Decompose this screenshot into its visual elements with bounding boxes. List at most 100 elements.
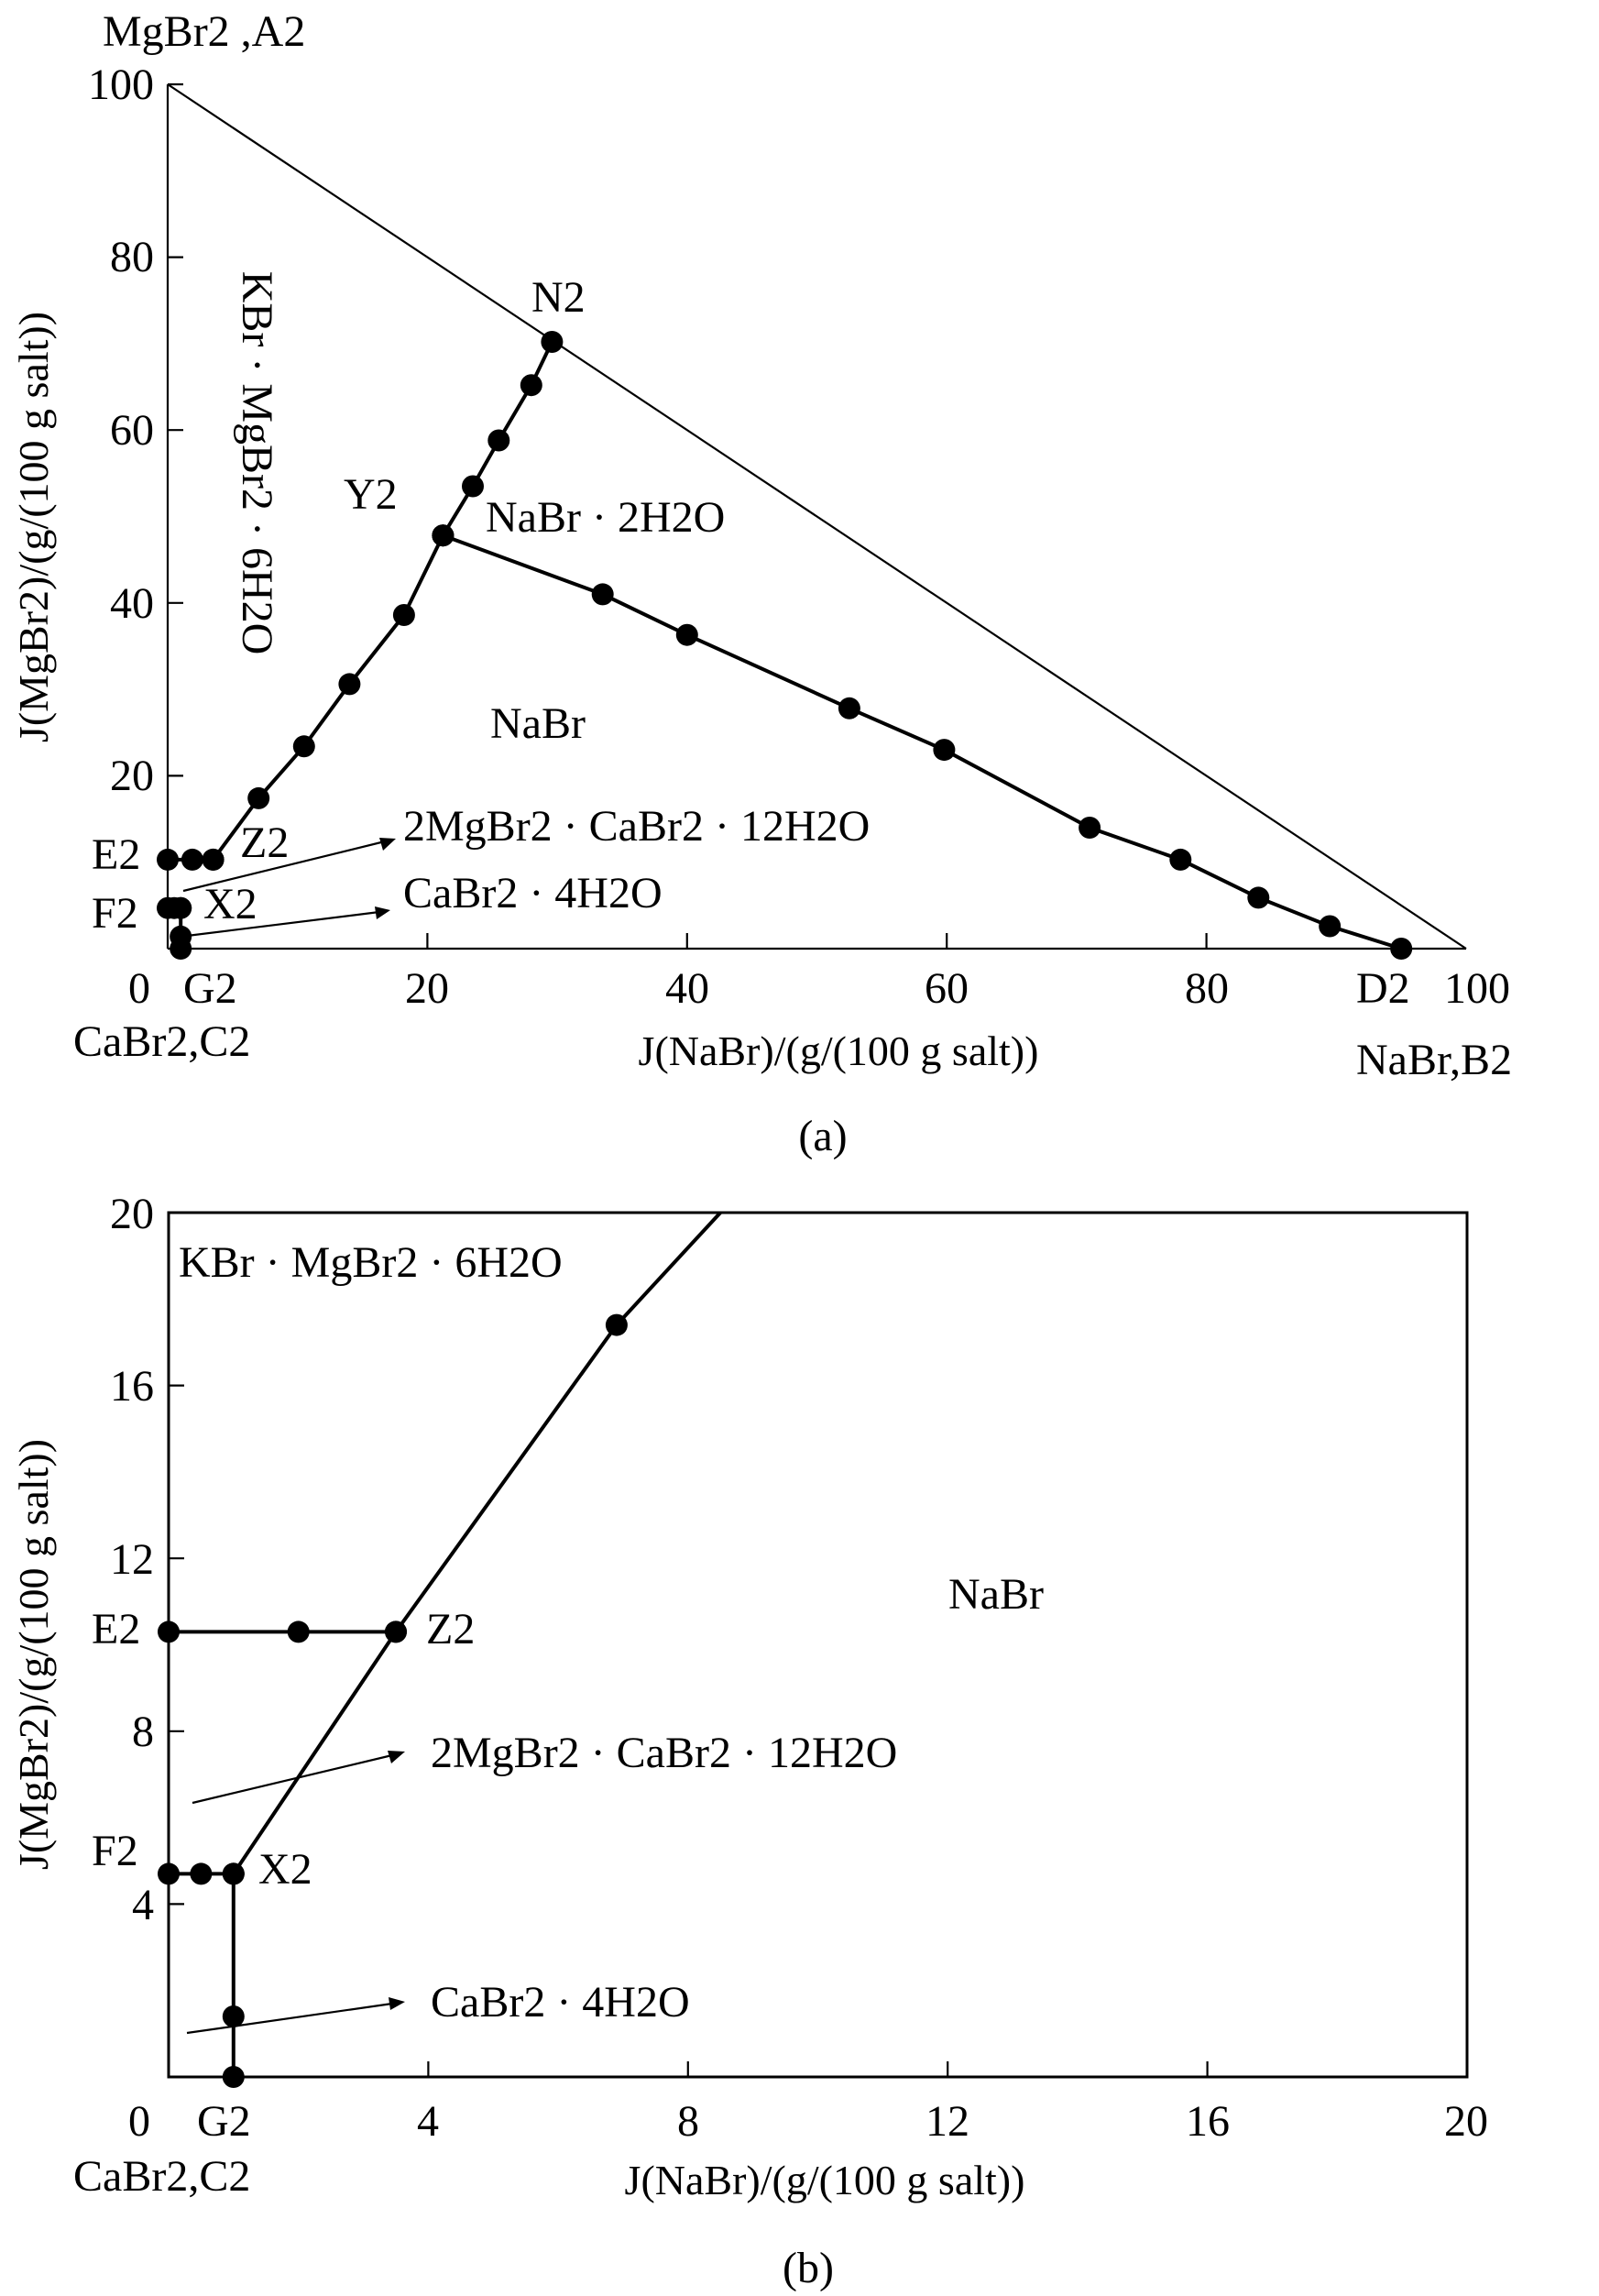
data-point (222, 2005, 245, 2027)
x-tick-label: 12 (925, 2097, 969, 2146)
point-label-g2: G2 (197, 2097, 251, 2146)
x-tick-label: 0 (128, 2097, 150, 2146)
point-label-g2: G2 (183, 964, 237, 1013)
y-tick-label: 16 (110, 1362, 154, 1411)
arrowhead-icon (375, 906, 390, 919)
curves-a (168, 341, 1402, 950)
point-label-e2: E2 (92, 1605, 140, 1653)
phase-boundary-line (211, 534, 445, 862)
data-point (292, 735, 315, 758)
data-point (1390, 938, 1413, 960)
arrow-cabr2 (186, 2002, 393, 2035)
phase-boundary-line (232, 1211, 722, 1875)
point-label-x2: X2 (203, 880, 257, 928)
point-label-f2: F2 (92, 889, 138, 938)
dots-b (158, 1313, 628, 2088)
data-point (432, 524, 455, 547)
data-point (541, 331, 564, 353)
y-axis-title-b: J(MgBr2)/(g/(100 g salt)) (10, 1439, 57, 1870)
region-label-nabr-2h2o: NaBr · 2H2O (486, 493, 725, 542)
data-point (1247, 886, 1270, 909)
region-label-kbr-mgbr2: KBr · MgBr2 · 6H2O (233, 271, 281, 655)
y-ticks-b (169, 1384, 184, 1906)
y-tick-label: 8 (132, 1708, 154, 1756)
data-point (675, 623, 698, 646)
data-point (287, 1620, 310, 1643)
data-point (181, 848, 203, 871)
triangle-hypotenuse (167, 83, 1467, 950)
data-point (170, 938, 192, 960)
data-point (338, 673, 361, 696)
data-point (605, 1313, 628, 1336)
region-label-nabr: NaBr (490, 699, 586, 748)
x-tick-label: 80 (1185, 964, 1229, 1013)
region-label-cabr2-4h2o: CaBr2 · 4H2O (403, 869, 663, 917)
y-tick-label: 100 (88, 60, 154, 109)
x-axis-title-b: J(NaBr)/(g/(100 g salt)) (625, 2157, 1025, 2203)
region-label-2mgbr2-cabr2: 2MgBr2 · CaBr2 · 12H2O (403, 802, 870, 851)
x-tick-label: 20 (1444, 2097, 1488, 2146)
vertex-label-top: MgBr2 ,A2 (103, 7, 305, 56)
point-label-y2: Y2 (344, 470, 398, 519)
arrow-2mgbr2 (182, 840, 386, 893)
vertex-label-origin: CaBr2,C2 (73, 1017, 250, 1066)
region-label-2mgbr2-cabr2: 2MgBr2 · CaBr2 · 12H2O (431, 1729, 897, 1777)
x-tick-label: 20 (405, 964, 449, 1013)
plot-frame-b (167, 1211, 1469, 2079)
data-point (1169, 848, 1192, 871)
point-label-e2: E2 (92, 830, 140, 879)
point-label-f2: F2 (92, 1827, 138, 1875)
data-point (247, 786, 270, 809)
point-label-z2: Z2 (426, 1605, 475, 1653)
data-point (392, 604, 415, 626)
y-tick-label: 20 (110, 752, 154, 800)
x-tick-label: 60 (925, 964, 969, 1013)
phase-boundary-line (442, 533, 1402, 950)
y-ticks-a (168, 82, 183, 777)
data-point (158, 1862, 180, 1885)
y-tick-label: 20 (110, 1190, 154, 1238)
dots-a (157, 331, 1413, 960)
point-label-n2: N2 (531, 273, 586, 322)
x-ticks-b (427, 2061, 1209, 2077)
x-axis-title-a: J(NaBr)/(g/(100 g salt)) (639, 1027, 1039, 1074)
data-point (157, 848, 179, 871)
data-point (838, 697, 860, 720)
x-tick-label: 16 (1186, 2097, 1230, 2146)
data-point (385, 1620, 407, 1643)
data-point (158, 1620, 180, 1643)
region-label-nabr: NaBr (948, 1570, 1044, 1619)
panel-label-a: (a) (798, 1112, 847, 1160)
data-point (170, 896, 192, 919)
data-point (520, 374, 542, 397)
arrow-cabr2 (179, 910, 380, 939)
arrowhead-icon (379, 838, 396, 851)
point-label-z2: Z2 (240, 818, 289, 867)
data-point (591, 583, 614, 606)
y-tick-label: 80 (110, 233, 154, 281)
point-label-x2: X2 (258, 1845, 312, 1894)
y-tick-label: 60 (110, 406, 154, 455)
y-tick-label: 12 (110, 1535, 154, 1584)
data-point (190, 1862, 213, 1885)
y-tick-label: 40 (110, 579, 154, 628)
x-tick-label: 100 (1444, 964, 1510, 1013)
data-point (222, 2066, 245, 2088)
y-axis-title-a: J(MgBr2)/(g/(100 g salt)) (10, 312, 57, 742)
region-label-kbr-mgbr2: KBr · MgBr2 · 6H2O (179, 1238, 563, 1287)
x-ticks-a (426, 933, 1208, 949)
vertex-label-origin-b: CaBr2,C2 (73, 2152, 250, 2201)
point-label-d2: D2 (1356, 964, 1410, 1013)
y-tick-label: 4 (132, 1881, 154, 1929)
panel-label-b: (b) (783, 2244, 834, 2292)
vertex-label-right: NaBr,B2 (1356, 1036, 1512, 1084)
data-point (1079, 817, 1101, 839)
x-tick-label: 4 (417, 2097, 439, 2146)
data-point (462, 475, 484, 498)
data-point (933, 739, 956, 762)
arrow-2mgbr2 (192, 1753, 393, 1805)
panel-b: 20 16 12 8 4 0 4 8 12 16 20 CaBr2,C2 J(N… (10, 1190, 1488, 2292)
data-point (487, 429, 510, 452)
data-point (1319, 915, 1342, 938)
